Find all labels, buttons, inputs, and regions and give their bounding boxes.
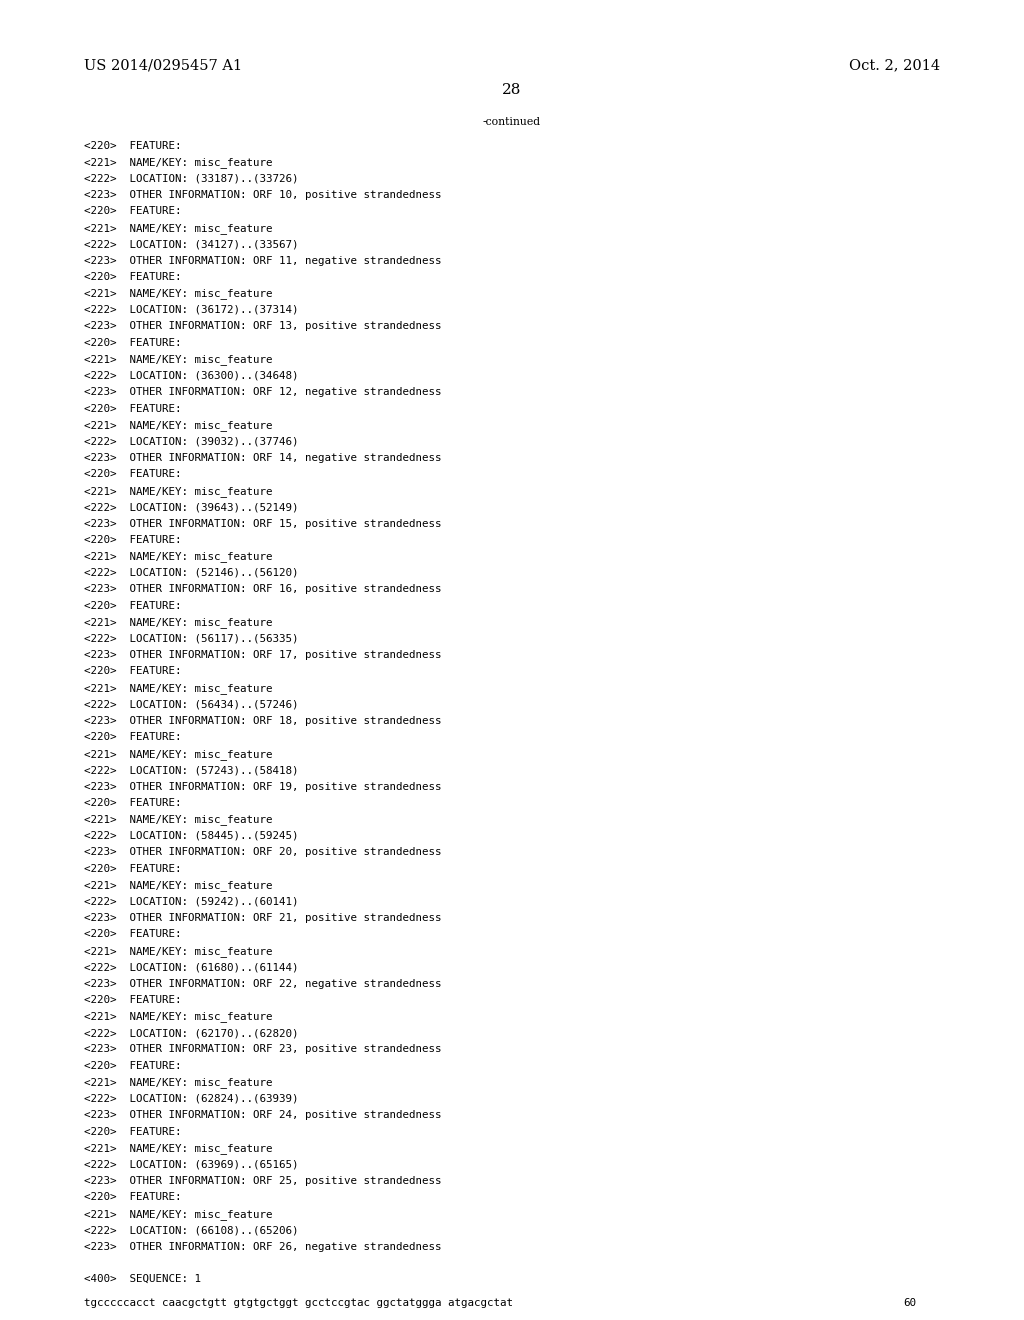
Text: <223>  OTHER INFORMATION: ORF 15, positive strandedness: <223> OTHER INFORMATION: ORF 15, positiv… bbox=[84, 519, 441, 528]
Text: <222>  LOCATION: (59242)..(60141): <222> LOCATION: (59242)..(60141) bbox=[84, 896, 298, 907]
Text: <220>  FEATURE:: <220> FEATURE: bbox=[84, 272, 181, 282]
Text: <222>  LOCATION: (56434)..(57246): <222> LOCATION: (56434)..(57246) bbox=[84, 700, 298, 709]
Text: <221>  NAME/KEY: misc_feature: <221> NAME/KEY: misc_feature bbox=[84, 814, 272, 825]
Text: <223>  OTHER INFORMATION: ORF 13, positive strandedness: <223> OTHER INFORMATION: ORF 13, positiv… bbox=[84, 321, 441, 331]
Text: <220>  FEATURE:: <220> FEATURE: bbox=[84, 141, 181, 150]
Text: <220>  FEATURE:: <220> FEATURE: bbox=[84, 863, 181, 874]
Text: <221>  NAME/KEY: misc_feature: <221> NAME/KEY: misc_feature bbox=[84, 420, 272, 430]
Text: <221>  NAME/KEY: misc_feature: <221> NAME/KEY: misc_feature bbox=[84, 618, 272, 628]
Text: <220>  FEATURE:: <220> FEATURE: bbox=[84, 470, 181, 479]
Text: <221>  NAME/KEY: misc_feature: <221> NAME/KEY: misc_feature bbox=[84, 1143, 272, 1154]
Text: <222>  LOCATION: (56117)..(56335): <222> LOCATION: (56117)..(56335) bbox=[84, 634, 298, 644]
Text: <220>  FEATURE:: <220> FEATURE: bbox=[84, 535, 181, 545]
Text: <400>  SEQUENCE: 1: <400> SEQUENCE: 1 bbox=[84, 1274, 201, 1284]
Text: <223>  OTHER INFORMATION: ORF 23, positive strandedness: <223> OTHER INFORMATION: ORF 23, positiv… bbox=[84, 1044, 441, 1055]
Text: <220>  FEATURE:: <220> FEATURE: bbox=[84, 667, 181, 676]
Text: <221>  NAME/KEY: misc_feature: <221> NAME/KEY: misc_feature bbox=[84, 1011, 272, 1023]
Text: <223>  OTHER INFORMATION: ORF 21, positive strandedness: <223> OTHER INFORMATION: ORF 21, positiv… bbox=[84, 913, 441, 923]
Text: <222>  LOCATION: (58445)..(59245): <222> LOCATION: (58445)..(59245) bbox=[84, 830, 298, 841]
Text: <223>  OTHER INFORMATION: ORF 18, positive strandedness: <223> OTHER INFORMATION: ORF 18, positiv… bbox=[84, 715, 441, 726]
Text: <223>  OTHER INFORMATION: ORF 14, negative strandedness: <223> OTHER INFORMATION: ORF 14, negativ… bbox=[84, 453, 441, 463]
Text: <222>  LOCATION: (33187)..(33726): <222> LOCATION: (33187)..(33726) bbox=[84, 173, 298, 183]
Text: <220>  FEATURE:: <220> FEATURE: bbox=[84, 206, 181, 216]
Text: <222>  LOCATION: (66108)..(65206): <222> LOCATION: (66108)..(65206) bbox=[84, 1225, 298, 1236]
Text: <223>  OTHER INFORMATION: ORF 16, positive strandedness: <223> OTHER INFORMATION: ORF 16, positiv… bbox=[84, 585, 441, 594]
Text: <221>  NAME/KEY: misc_feature: <221> NAME/KEY: misc_feature bbox=[84, 1209, 272, 1220]
Text: <223>  OTHER INFORMATION: ORF 25, positive strandedness: <223> OTHER INFORMATION: ORF 25, positiv… bbox=[84, 1176, 441, 1185]
Text: <220>  FEATURE:: <220> FEATURE: bbox=[84, 1127, 181, 1137]
Text: 60: 60 bbox=[903, 1299, 916, 1308]
Text: <222>  LOCATION: (63969)..(65165): <222> LOCATION: (63969)..(65165) bbox=[84, 1159, 298, 1170]
Text: <220>  FEATURE:: <220> FEATURE: bbox=[84, 1061, 181, 1071]
Text: <220>  FEATURE:: <220> FEATURE: bbox=[84, 601, 181, 611]
Text: US 2014/0295457 A1: US 2014/0295457 A1 bbox=[84, 58, 242, 73]
Text: <223>  OTHER INFORMATION: ORF 11, negative strandedness: <223> OTHER INFORMATION: ORF 11, negativ… bbox=[84, 256, 441, 265]
Text: <222>  LOCATION: (36172)..(37314): <222> LOCATION: (36172)..(37314) bbox=[84, 305, 298, 315]
Text: <220>  FEATURE:: <220> FEATURE: bbox=[84, 733, 181, 742]
Text: <220>  FEATURE:: <220> FEATURE: bbox=[84, 797, 181, 808]
Text: <222>  LOCATION: (62824)..(63939): <222> LOCATION: (62824)..(63939) bbox=[84, 1094, 298, 1104]
Text: <223>  OTHER INFORMATION: ORF 12, negative strandedness: <223> OTHER INFORMATION: ORF 12, negativ… bbox=[84, 387, 441, 397]
Text: <221>  NAME/KEY: misc_feature: <221> NAME/KEY: misc_feature bbox=[84, 946, 272, 957]
Text: <222>  LOCATION: (57243)..(58418): <222> LOCATION: (57243)..(58418) bbox=[84, 766, 298, 775]
Text: <220>  FEATURE:: <220> FEATURE: bbox=[84, 1192, 181, 1203]
Text: 28: 28 bbox=[503, 82, 521, 96]
Text: -continued: -continued bbox=[483, 116, 541, 127]
Text: <221>  NAME/KEY: misc_feature: <221> NAME/KEY: misc_feature bbox=[84, 748, 272, 759]
Text: <220>  FEATURE:: <220> FEATURE: bbox=[84, 995, 181, 1005]
Text: <221>  NAME/KEY: misc_feature: <221> NAME/KEY: misc_feature bbox=[84, 289, 272, 300]
Text: tgcccccacct caacgctgtt gtgtgctggt gcctccgtac ggctatggga atgacgctat: tgcccccacct caacgctgtt gtgtgctggt gcctcc… bbox=[84, 1299, 513, 1308]
Text: <223>  OTHER INFORMATION: ORF 24, positive strandedness: <223> OTHER INFORMATION: ORF 24, positiv… bbox=[84, 1110, 441, 1121]
Text: <221>  NAME/KEY: misc_feature: <221> NAME/KEY: misc_feature bbox=[84, 354, 272, 366]
Text: <222>  LOCATION: (62170)..(62820): <222> LOCATION: (62170)..(62820) bbox=[84, 1028, 298, 1038]
Text: <222>  LOCATION: (39032)..(37746): <222> LOCATION: (39032)..(37746) bbox=[84, 437, 298, 446]
Text: Oct. 2, 2014: Oct. 2, 2014 bbox=[849, 58, 940, 73]
Text: <223>  OTHER INFORMATION: ORF 10, positive strandedness: <223> OTHER INFORMATION: ORF 10, positiv… bbox=[84, 190, 441, 199]
Text: <223>  OTHER INFORMATION: ORF 19, positive strandedness: <223> OTHER INFORMATION: ORF 19, positiv… bbox=[84, 781, 441, 792]
Text: <220>  FEATURE:: <220> FEATURE: bbox=[84, 929, 181, 940]
Text: <221>  NAME/KEY: misc_feature: <221> NAME/KEY: misc_feature bbox=[84, 1077, 272, 1088]
Text: <223>  OTHER INFORMATION: ORF 20, positive strandedness: <223> OTHER INFORMATION: ORF 20, positiv… bbox=[84, 847, 441, 857]
Text: <222>  LOCATION: (34127)..(33567): <222> LOCATION: (34127)..(33567) bbox=[84, 239, 298, 249]
Text: <222>  LOCATION: (61680)..(61144): <222> LOCATION: (61680)..(61144) bbox=[84, 962, 298, 973]
Text: <222>  LOCATION: (36300)..(34648): <222> LOCATION: (36300)..(34648) bbox=[84, 371, 298, 380]
Text: <221>  NAME/KEY: misc_feature: <221> NAME/KEY: misc_feature bbox=[84, 552, 272, 562]
Text: <223>  OTHER INFORMATION: ORF 22, negative strandedness: <223> OTHER INFORMATION: ORF 22, negativ… bbox=[84, 978, 441, 989]
Text: <220>  FEATURE:: <220> FEATURE: bbox=[84, 404, 181, 413]
Text: <222>  LOCATION: (52146)..(56120): <222> LOCATION: (52146)..(56120) bbox=[84, 568, 298, 578]
Text: <222>  LOCATION: (39643)..(52149): <222> LOCATION: (39643)..(52149) bbox=[84, 502, 298, 512]
Text: <221>  NAME/KEY: misc_feature: <221> NAME/KEY: misc_feature bbox=[84, 880, 272, 891]
Text: <221>  NAME/KEY: misc_feature: <221> NAME/KEY: misc_feature bbox=[84, 682, 272, 694]
Text: <221>  NAME/KEY: misc_feature: <221> NAME/KEY: misc_feature bbox=[84, 157, 272, 168]
Text: <221>  NAME/KEY: misc_feature: <221> NAME/KEY: misc_feature bbox=[84, 486, 272, 496]
Text: <221>  NAME/KEY: misc_feature: <221> NAME/KEY: misc_feature bbox=[84, 223, 272, 234]
Text: <220>  FEATURE:: <220> FEATURE: bbox=[84, 338, 181, 347]
Text: <223>  OTHER INFORMATION: ORF 17, positive strandedness: <223> OTHER INFORMATION: ORF 17, positiv… bbox=[84, 649, 441, 660]
Text: <223>  OTHER INFORMATION: ORF 26, negative strandedness: <223> OTHER INFORMATION: ORF 26, negativ… bbox=[84, 1242, 441, 1251]
